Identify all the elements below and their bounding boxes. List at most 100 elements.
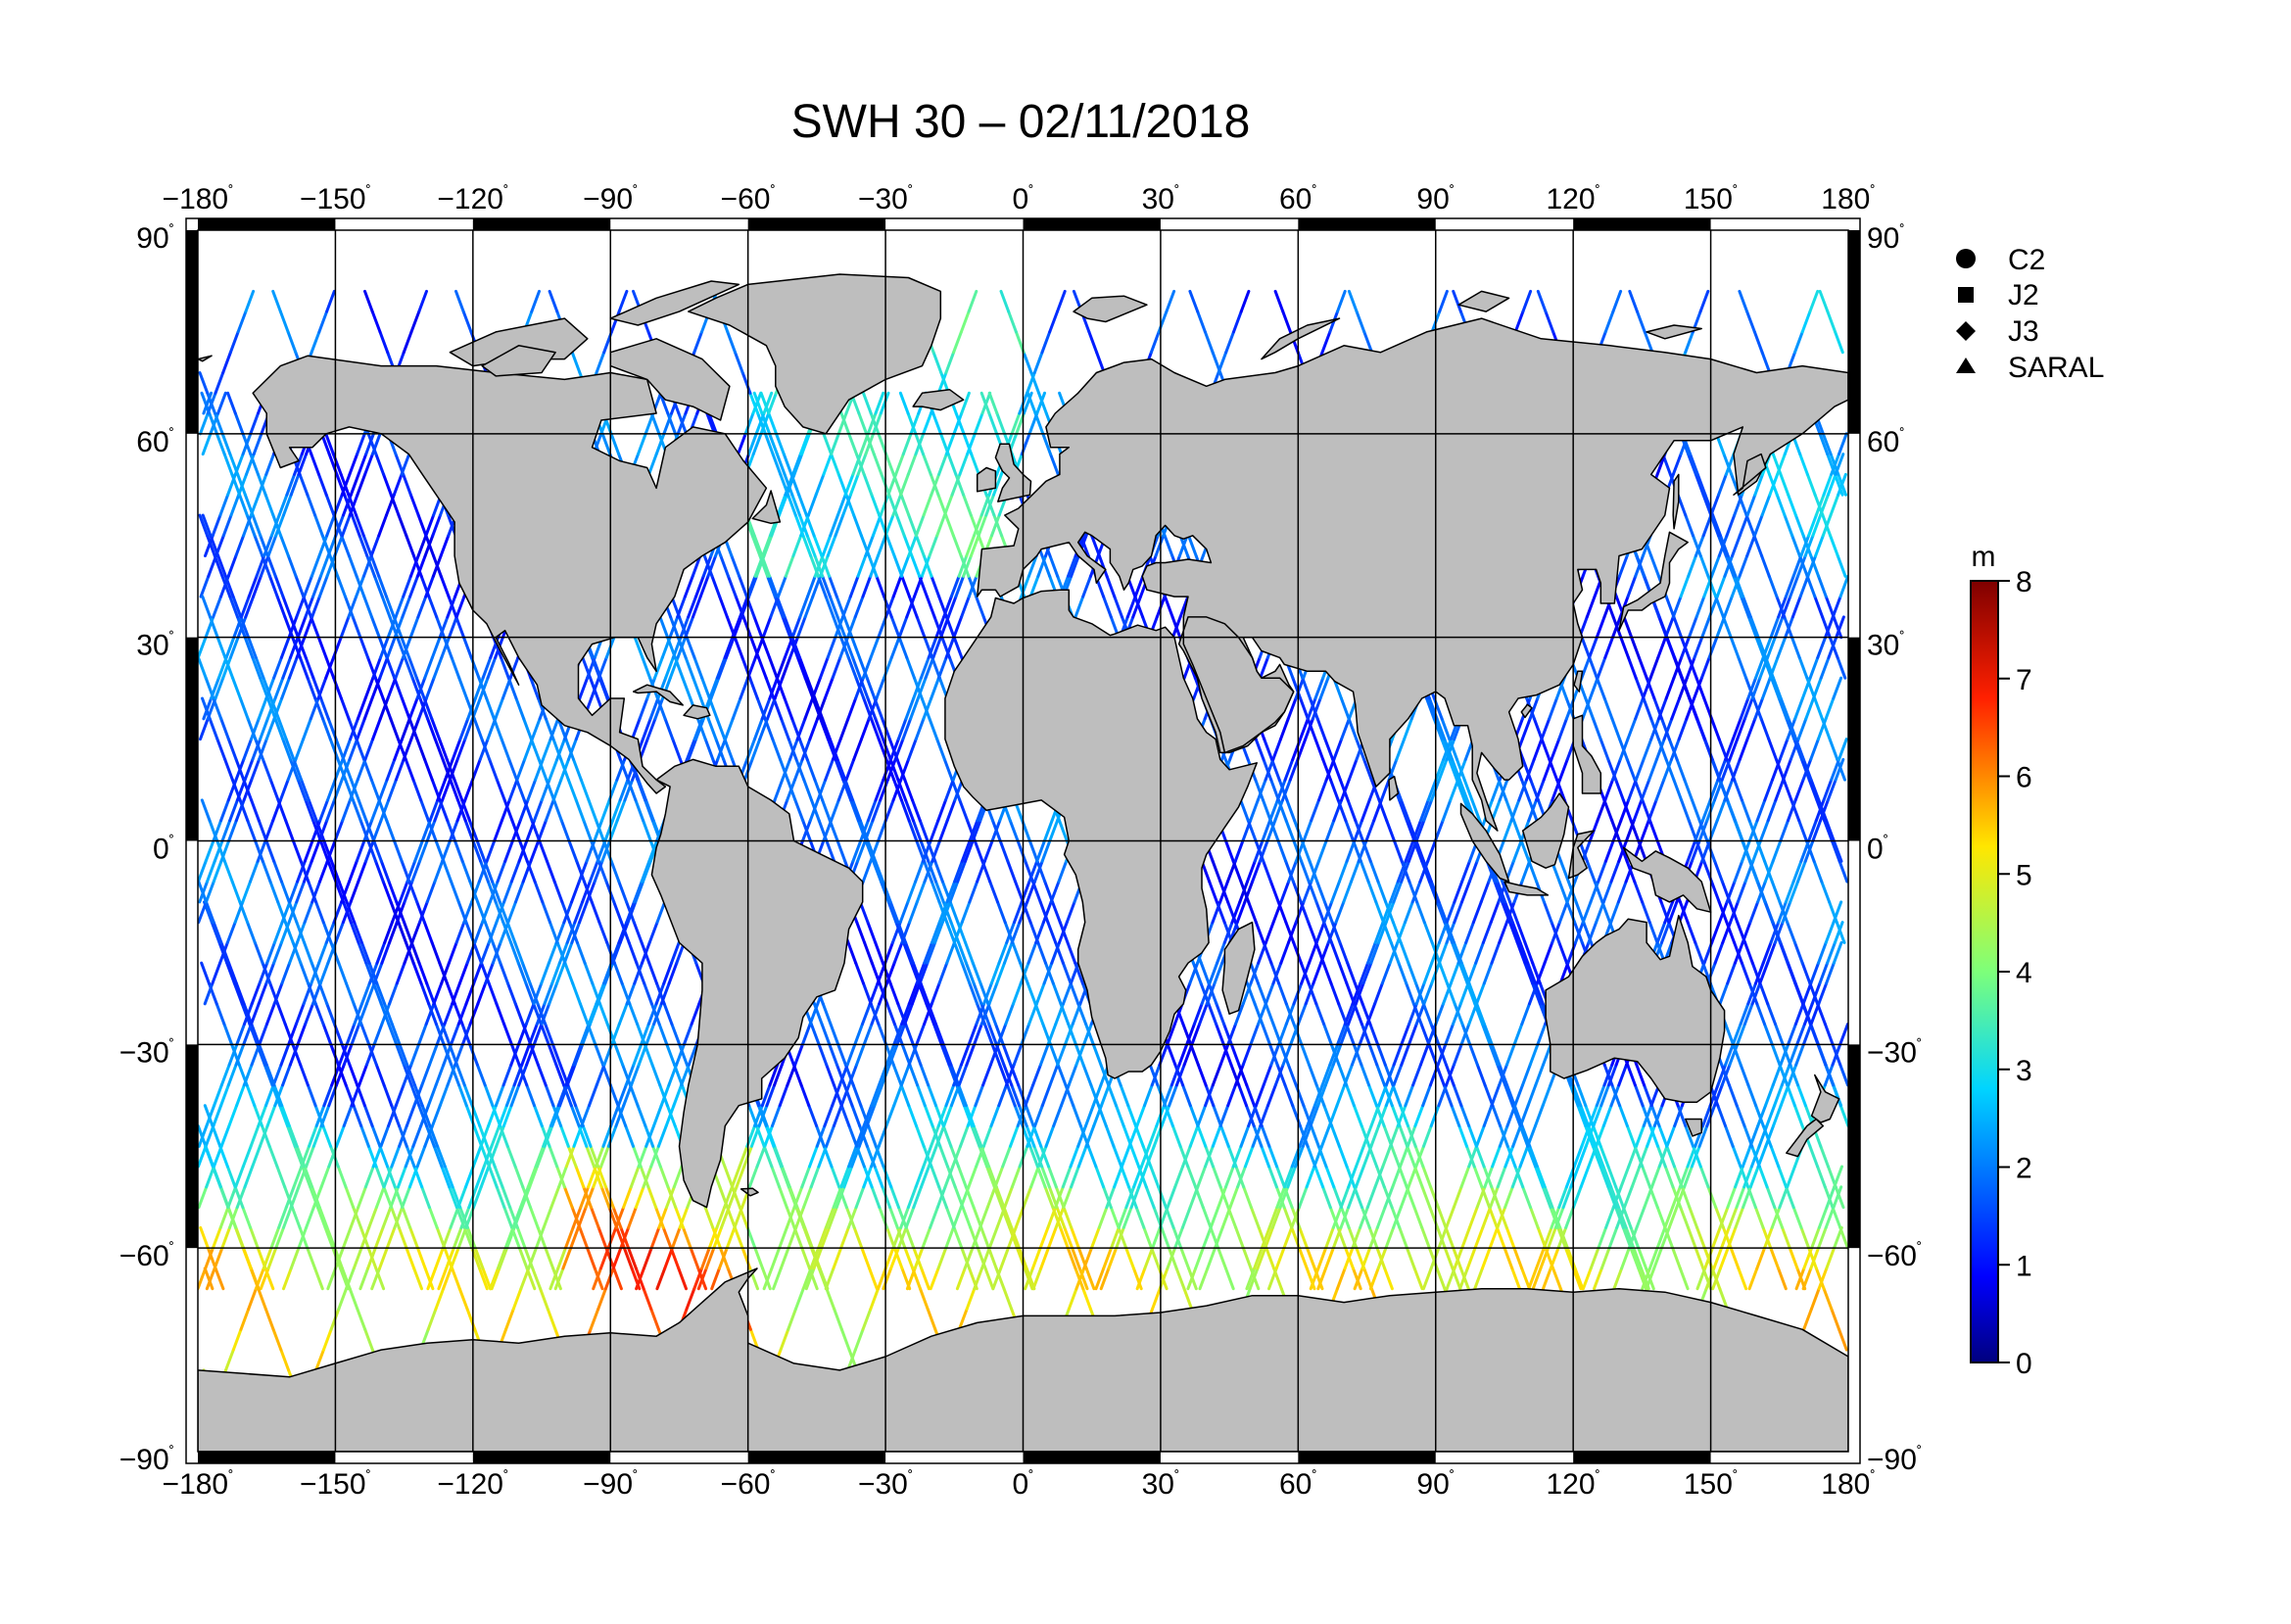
track-segment — [1811, 819, 1823, 842]
track-segment — [577, 859, 589, 884]
track-segment — [1389, 940, 1401, 965]
track-segment — [232, 615, 243, 640]
track-segment — [551, 778, 563, 802]
track-segment — [1759, 717, 1771, 741]
track-segment — [241, 880, 252, 904]
track-segment — [283, 1185, 294, 1210]
track-segment — [1832, 940, 1843, 965]
track-segment — [1452, 1185, 1463, 1210]
track-segment — [1329, 778, 1340, 802]
track-segment — [915, 534, 926, 557]
track-segment — [839, 411, 851, 436]
track-segment — [342, 1104, 354, 1127]
track-segment — [1142, 1225, 1154, 1250]
track-segment — [1435, 717, 1447, 741]
track-segment — [828, 595, 839, 619]
track-segment — [1736, 1023, 1746, 1046]
track-segment — [1194, 1246, 1205, 1270]
track-segment — [1817, 1225, 1828, 1250]
track-segment — [992, 472, 1003, 497]
track-segment — [1285, 798, 1297, 823]
track-segment — [267, 1144, 279, 1169]
track-segment — [1602, 696, 1614, 721]
track-segment — [1465, 1144, 1476, 1169]
track-segment — [357, 859, 367, 884]
track-segment — [1029, 1165, 1040, 1189]
track-segment — [689, 1246, 700, 1270]
track-segment — [502, 880, 513, 904]
track-segment — [245, 453, 256, 476]
track-segment — [1523, 940, 1535, 965]
track-segment — [899, 554, 911, 578]
track-segment — [691, 554, 702, 578]
track-segment — [228, 1206, 239, 1229]
track-segment — [659, 981, 671, 1006]
track-segment — [377, 513, 388, 538]
track-segment — [1243, 1144, 1255, 1169]
track-segment — [1599, 1144, 1610, 1169]
track-segment — [898, 391, 910, 415]
track-segment — [1581, 1266, 1593, 1291]
track-segment — [930, 574, 941, 598]
track-segment — [1420, 1185, 1432, 1210]
track-segment — [344, 1083, 356, 1108]
track-segment — [1320, 1124, 1331, 1148]
track-segment — [398, 1042, 409, 1067]
track-segment — [839, 1083, 851, 1108]
track-segment — [1339, 1185, 1351, 1210]
track-segment — [266, 534, 278, 557]
track-segment — [615, 798, 627, 823]
track-segment — [990, 513, 1001, 538]
track-segment — [296, 1023, 308, 1046]
track-segment — [415, 738, 427, 761]
track-segment — [316, 636, 328, 659]
track-segment — [908, 1063, 920, 1087]
track-segment — [1077, 1266, 1089, 1291]
track-segment — [1543, 1185, 1554, 1210]
track-segment — [1601, 880, 1613, 904]
track-segment — [951, 1206, 963, 1229]
track-segment — [926, 839, 937, 863]
track-segment — [1534, 981, 1545, 1006]
track-segment — [1164, 1104, 1174, 1127]
track-segment — [844, 757, 856, 782]
track-segment — [978, 1144, 989, 1169]
track-segment — [1725, 798, 1737, 823]
track-segment — [1022, 391, 1033, 415]
track-segment — [858, 655, 869, 680]
track-segment — [969, 513, 980, 538]
track-segment — [1368, 1023, 1380, 1046]
track-segment — [1252, 1124, 1264, 1148]
track-segment — [287, 655, 299, 680]
track-segment — [1010, 1083, 1021, 1108]
track-segment — [894, 921, 906, 944]
track-segment — [823, 1104, 835, 1127]
track-segment — [1835, 615, 1845, 640]
track-segment — [426, 1308, 438, 1331]
track-segment — [1655, 1206, 1667, 1229]
track-segment — [1016, 1104, 1027, 1127]
track-segment — [597, 1225, 608, 1250]
track-segment — [925, 1002, 935, 1026]
track-segment — [612, 900, 623, 925]
track-segment — [1655, 1225, 1667, 1250]
track-segment — [1518, 1124, 1530, 1148]
track-segment — [1640, 778, 1651, 802]
track-segment — [529, 839, 541, 863]
track-segment — [1026, 981, 1037, 1006]
track-segment — [247, 1287, 258, 1311]
track-segment — [1701, 961, 1712, 985]
track-segment — [575, 940, 587, 965]
track-segment — [1067, 1023, 1077, 1046]
track-segment — [325, 554, 337, 578]
track-segment — [390, 1144, 402, 1169]
track-segment — [1315, 880, 1326, 904]
track-segment — [921, 1225, 932, 1250]
track-segment — [653, 655, 664, 680]
track-segment — [1763, 900, 1775, 925]
track-segment — [755, 1144, 767, 1169]
track-segment — [1324, 1246, 1335, 1270]
track-segment — [355, 839, 366, 863]
track-segment — [1796, 859, 1807, 884]
track-segment — [1667, 738, 1679, 761]
